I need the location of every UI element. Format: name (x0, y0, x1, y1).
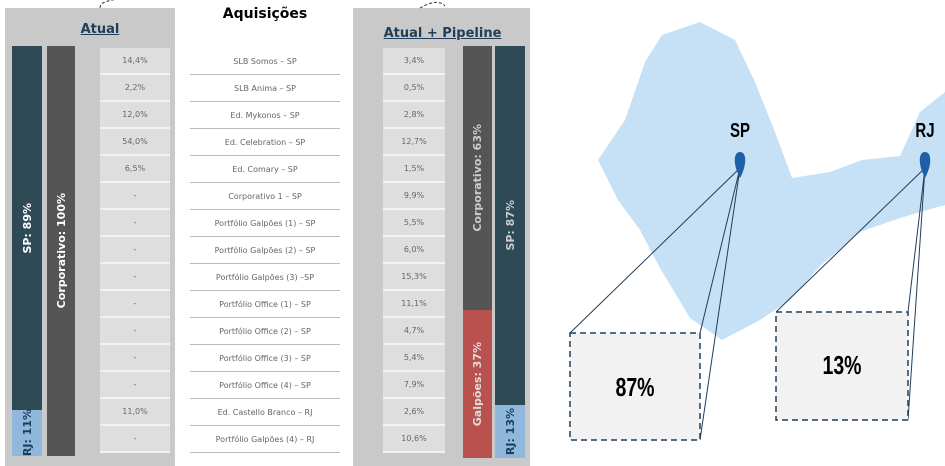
atual-value: - (100, 345, 170, 372)
connector (907, 167, 926, 421)
atual-value: - (100, 318, 170, 345)
sp-bar: SP: 87% (495, 46, 525, 405)
acquisition-name: Portfólio Office (3) – SP (190, 345, 340, 372)
pipeline-value: 5,4% (383, 345, 445, 372)
atual-value: - (100, 183, 170, 210)
acquisition-name: Ed. Mykonos – SP (190, 102, 340, 129)
sp-bar: SP: 89% (12, 46, 42, 410)
pipeline-value: 10,6% (383, 426, 445, 453)
atual-value: 12,0% (100, 102, 170, 129)
sp-box (569, 332, 701, 441)
pipeline-value: 15,3% (383, 264, 445, 291)
pipeline-title: Atual + Pipeline (383, 26, 502, 41)
corporativo-bar: Corporativo: 100% (47, 46, 75, 456)
atual-value: - (100, 372, 170, 399)
acquisition-name: Portfólio Galpões (4) – RJ (190, 426, 340, 453)
galpoes-bar: Galpões: 37% (463, 310, 492, 458)
pipeline-value: 4,7% (383, 318, 445, 345)
acquisition-name: SLB Anima – SP (190, 75, 340, 102)
connector (569, 167, 741, 334)
connector (907, 167, 926, 313)
rj-box (775, 311, 909, 421)
sp-share: 87% (615, 372, 655, 402)
pipeline-value: 7,9% (383, 372, 445, 399)
pipeline-value: 6,0% (383, 237, 445, 264)
pipeline-value: 5,5% (383, 210, 445, 237)
atual-value: 14,4% (100, 48, 170, 75)
atual-value: 6,5% (100, 156, 170, 183)
pipeline-value: 12,7% (383, 129, 445, 156)
sp-map-label: SP (729, 120, 751, 142)
rj-bar: RJ: 11% (12, 409, 42, 457)
acquisition-name: Ed. Castello Branco – RJ (190, 399, 340, 426)
pipeline-value: 9,9% (383, 183, 445, 210)
connector (699, 167, 741, 334)
rj-bar: RJ: 13% (495, 405, 525, 458)
pipeline-value: 2,8% (383, 102, 445, 129)
atual-value: - (100, 210, 170, 237)
sp-pin (734, 152, 746, 178)
pipeline-value: 2,6% (383, 399, 445, 426)
acquisition-name: Ed. Celebration – SP (190, 129, 340, 156)
pipeline-value: 0,5% (383, 75, 445, 102)
atual-value: - (100, 237, 170, 264)
arrow (99, 0, 116, 9)
atual-title: Atual (80, 22, 120, 37)
acquisition-name: Portfólio Galpões (1) – SP (190, 210, 340, 237)
connector (699, 167, 741, 441)
atual-value: - (100, 264, 170, 291)
pipeline-value: 11,1% (383, 291, 445, 318)
acquisition-name: SLB Somos – SP (190, 48, 340, 75)
aquisicoes-title: Aquisições (222, 6, 308, 22)
rj-pin (919, 152, 931, 178)
atual-value: - (100, 426, 170, 453)
pipeline-value: 3,4% (383, 48, 445, 75)
acquisition-name: Portfólio Office (4) – SP (190, 372, 340, 399)
acquisition-name: Portfólio Office (2) – SP (190, 318, 340, 345)
acquisition-name: Portfólio Galpões (2) – SP (190, 237, 340, 264)
rj-share: 13% (822, 350, 862, 380)
acquisition-name: Portfólio Office (1) – SP (190, 291, 340, 318)
map-shape (598, 22, 945, 340)
connector (775, 167, 926, 313)
atual-value: - (100, 291, 170, 318)
atual-value: 2,2% (100, 75, 170, 102)
acquisition-name: Ed. Comary – SP (190, 156, 340, 183)
rj-map-label: RJ (915, 120, 935, 142)
corporativo-bar: Corporativo: 63% (463, 46, 492, 310)
atual-value: 11,0% (100, 399, 170, 426)
pipeline-value: 1,5% (383, 156, 445, 183)
atual-value: 54,0% (100, 129, 170, 156)
acquisition-name: Corporativo 1 – SP (190, 183, 340, 210)
arrow (419, 1, 446, 9)
acquisition-name: Portfólio Galpões (3) –SP (190, 264, 340, 291)
